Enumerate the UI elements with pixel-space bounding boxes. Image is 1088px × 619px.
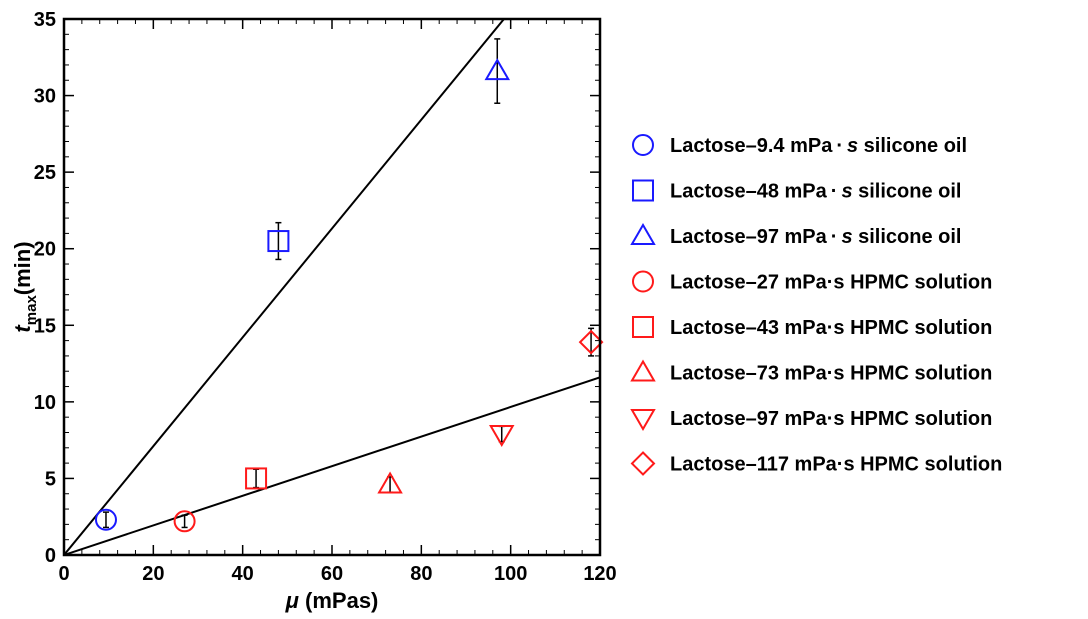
data-point <box>267 230 290 253</box>
legend-entry: Lactose–9.4 mPa · s silicone oil <box>670 135 967 157</box>
x-tick-label: 20 <box>142 563 164 585</box>
legend-entry: Lactose–27 mPa·s HPMC solution <box>670 272 992 294</box>
data-point <box>488 425 515 448</box>
axis-ticks <box>63 18 601 556</box>
fit-line <box>64 19 505 555</box>
tick-labels: 0 20 40 60 80 100 120 0 5 10 15 20 25 30 35 <box>34 9 617 585</box>
legend-marker <box>632 316 654 338</box>
legend-marker <box>630 409 656 431</box>
x-tick-label: 100 <box>494 563 527 585</box>
x-tick-label: 60 <box>321 563 343 585</box>
data-markers <box>94 38 604 533</box>
x-tick-label: 120 <box>583 563 616 585</box>
y-tick-label: 20 <box>34 239 56 261</box>
data-point <box>377 471 403 494</box>
legend-marker <box>632 270 654 293</box>
y-axis-label: tmax(min) <box>10 241 40 332</box>
legend-entry: Lactose–48 mPa · s silicone oil <box>670 181 961 203</box>
legend-marker <box>632 134 654 156</box>
y-tick-label: 30 <box>34 86 56 108</box>
legend-entry: Lactose–73 mPa·s HPMC solution <box>670 363 992 385</box>
y-tick-label: 10 <box>34 392 56 414</box>
y-tick-label: 0 <box>45 545 56 567</box>
data-point <box>578 329 604 355</box>
legend-marker <box>632 179 654 202</box>
legend-entry: Lactose–43 mPa·s HPMC solution <box>670 317 992 339</box>
y-tick-label: 5 <box>45 468 56 490</box>
fit-line <box>64 376 600 555</box>
data-point <box>173 510 196 533</box>
fit-lines <box>64 19 600 555</box>
y-tick-label: 35 <box>34 9 56 31</box>
data-point <box>245 467 268 490</box>
data-point <box>94 508 117 531</box>
x-tick-label: 0 <box>58 563 69 585</box>
legend-marker <box>630 359 656 382</box>
y-tick-label: 15 <box>34 315 56 337</box>
legend-marker <box>630 223 656 245</box>
data-point <box>484 58 511 81</box>
legend-entry: Lactose–97 mPa · s silicone oil <box>670 226 961 248</box>
legend-entry: Lactose–97 mPa·s HPMC solution <box>670 408 992 430</box>
plot-frame <box>62 17 602 557</box>
x-tick-label: 80 <box>410 563 432 585</box>
legend: Lactose–9.4 mPa · s silicone oil Lactose–… <box>630 134 1002 476</box>
y-tick-label: 25 <box>34 162 56 184</box>
legend-entry: Lactose–117 mPa·s HPMC solution <box>670 454 1002 476</box>
legend-marker <box>630 451 656 476</box>
x-axis-label: μ (mPas) <box>285 588 379 613</box>
x-tick-label: 40 <box>232 563 254 585</box>
